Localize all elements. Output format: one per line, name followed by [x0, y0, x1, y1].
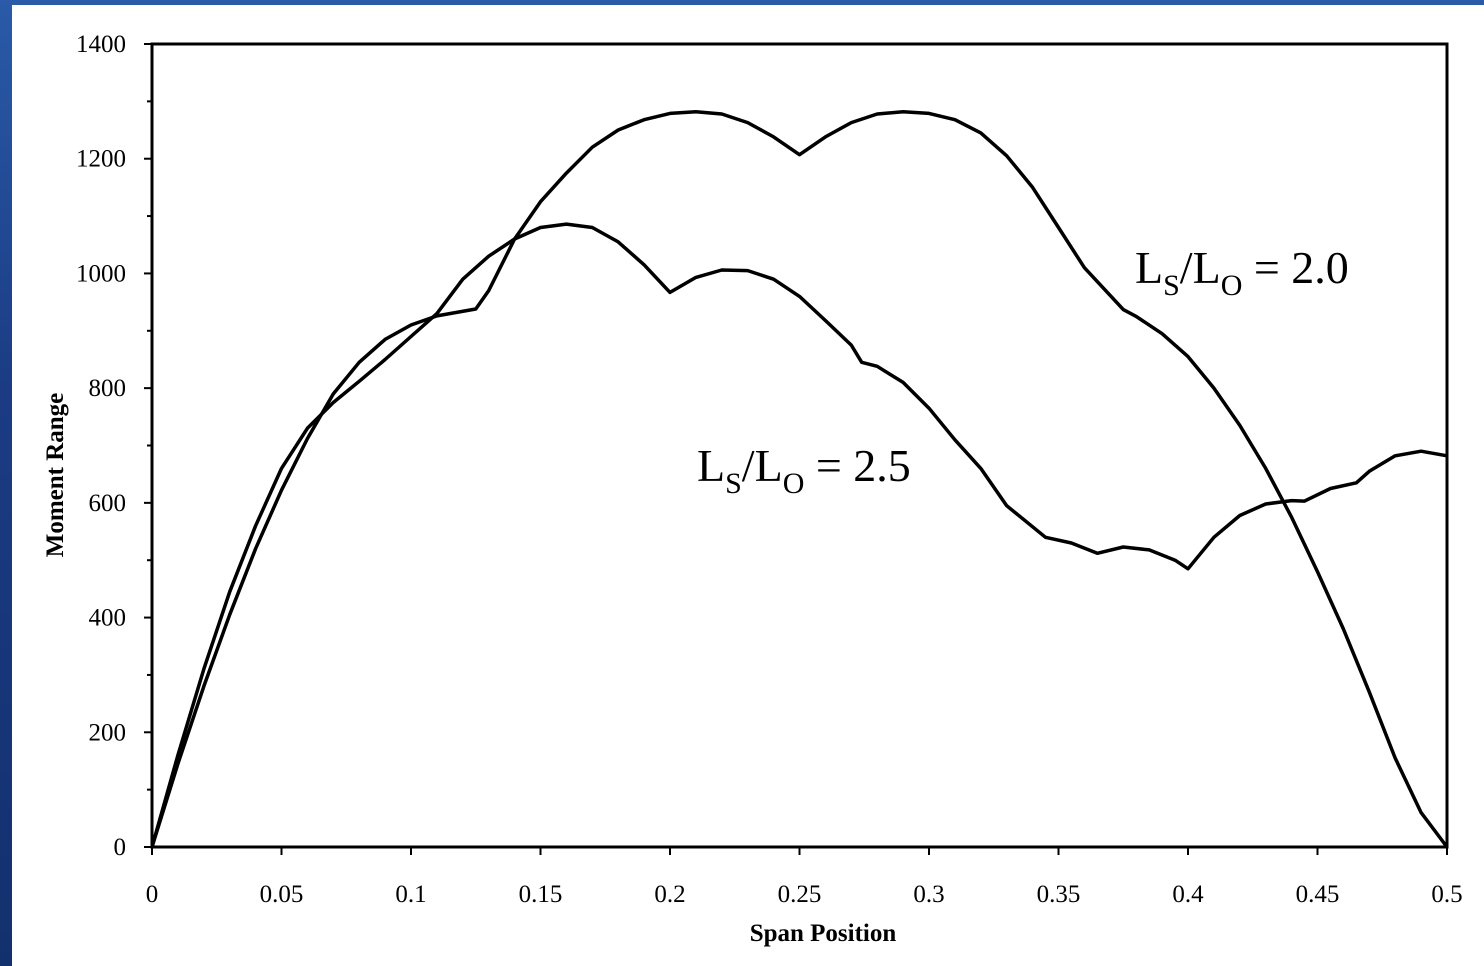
y-axis: 0 200 400 600 800 1000 1200 1400 [76, 31, 152, 861]
y-axis-title: Moment Range [42, 393, 69, 558]
y-tick-label: 600 [89, 490, 127, 517]
x-axis-title: Span Position [750, 920, 897, 947]
y-tick-label: 1400 [76, 31, 126, 58]
x-tick-label: 0.05 [260, 881, 304, 908]
chart-panel [12, 5, 1484, 966]
y-tick-label: 200 [89, 719, 127, 746]
series-line-1 [150, 109, 1449, 849]
x-tick-label: 0.15 [519, 881, 563, 908]
x-tick-label: 0.4 [1172, 881, 1204, 908]
annotation-series-2: LS/LO = 2.5 [697, 440, 911, 500]
y-tick-label: 0 [114, 834, 127, 861]
x-tick-label: 0.3 [913, 881, 944, 908]
y-tick-label: 1000 [76, 260, 126, 287]
series-line-2 [150, 222, 1448, 848]
x-tick-label: 0.25 [778, 881, 822, 908]
series-lines [150, 109, 1449, 849]
x-tick-label: 0 [146, 881, 159, 908]
x-tick-label: 0.35 [1037, 881, 1081, 908]
x-tick-label: 0.2 [654, 881, 685, 908]
y-tick-label: 800 [89, 375, 127, 402]
y-tick-label: 400 [89, 605, 127, 632]
annotation-series-1: LS/LO = 2.0 [1135, 242, 1349, 302]
x-tick-label: 0.5 [1431, 881, 1462, 908]
x-tick-label: 0.1 [395, 881, 426, 908]
y-tick-label: 1200 [76, 146, 126, 173]
x-tick-label: 0.45 [1296, 881, 1340, 908]
x-axis: 0 0.05 0.1 0.15 0.2 0.25 0.3 0.35 0.4 0.45 0.5 [146, 847, 1463, 908]
